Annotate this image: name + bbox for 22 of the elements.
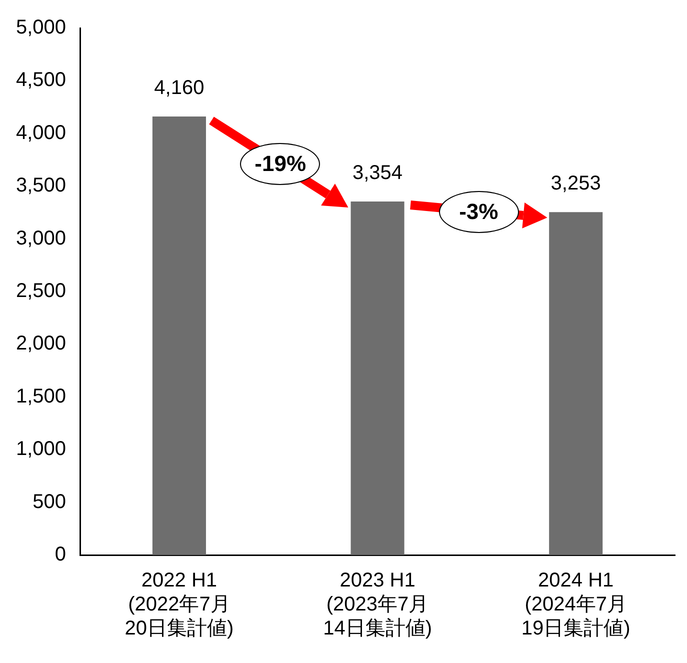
y-tick-label: 2,000 <box>16 332 66 355</box>
x-tick-label: 2022 H1 (2022年7月 20日集計値) <box>124 570 234 640</box>
data-label: 4,160 <box>154 77 204 100</box>
x-tick-label: 2023 H1 (2023年7月 14日集計値) <box>323 570 432 640</box>
data-label: 3,354 <box>352 162 403 184</box>
y-tick-label: 2,500 <box>16 280 66 302</box>
y-tick-label: 500 <box>32 490 66 513</box>
bar <box>549 212 603 555</box>
y-tick-label: 4,500 <box>16 69 66 92</box>
data-label: 3,253 <box>550 172 601 195</box>
y-tick-label: 4,000 <box>16 122 66 144</box>
y-tick-label: 1,000 <box>16 438 66 460</box>
y-tick-label: 0 <box>54 544 66 566</box>
bar <box>350 201 404 555</box>
annotation: -3% <box>459 198 498 225</box>
y-tick-label: 1,500 <box>16 385 66 408</box>
y-tick-label: 5,000 <box>16 16 66 39</box>
annotation: -19% <box>254 151 306 177</box>
y-tick-label: 3,000 <box>16 227 66 250</box>
x-tick-label: 2024 H1 (2024年7月 19日集計値) <box>521 570 630 640</box>
y-tick-label: 3,500 <box>16 174 66 197</box>
bar <box>152 116 206 555</box>
